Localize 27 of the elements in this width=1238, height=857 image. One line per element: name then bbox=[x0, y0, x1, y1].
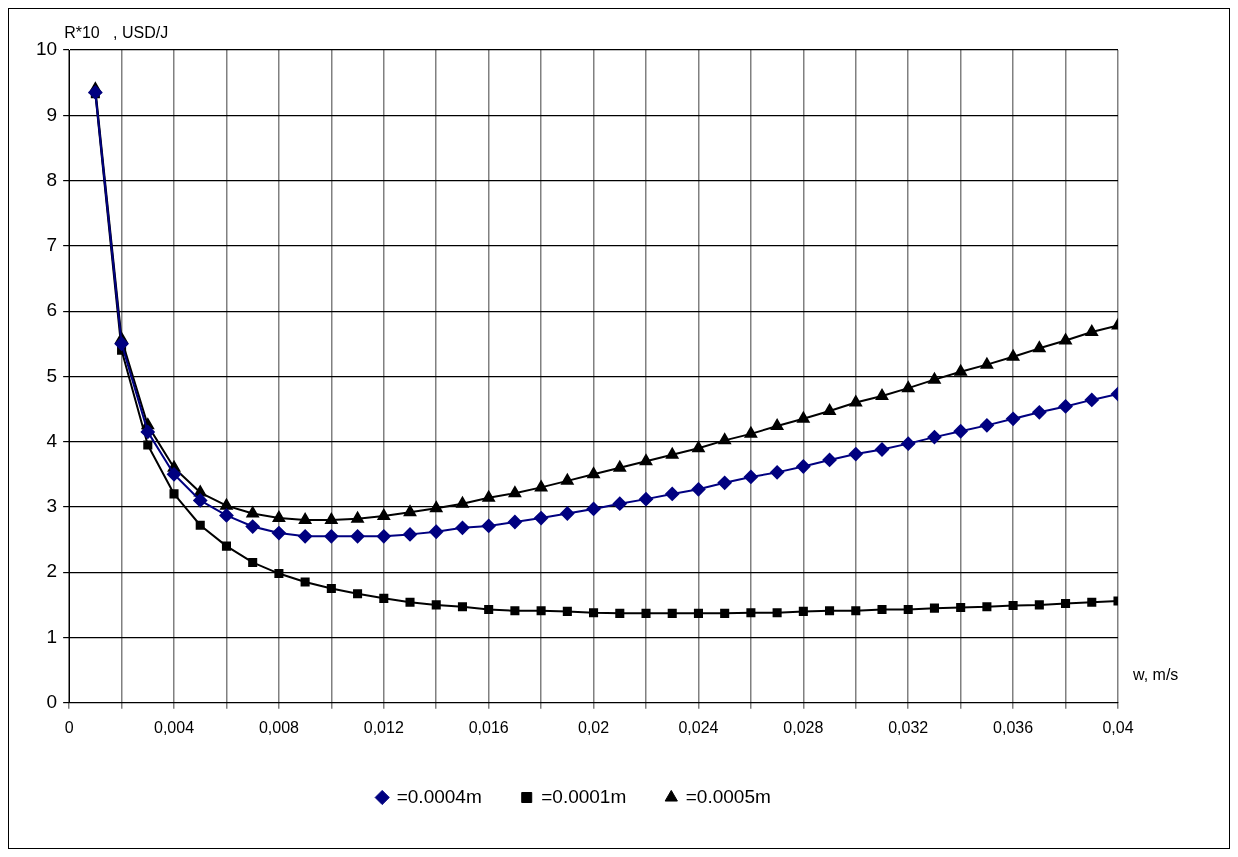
x-axis-title: w, m/s bbox=[1132, 665, 1179, 683]
x-tick-label: 0,02 bbox=[578, 718, 610, 736]
x-tick-label: 0,04 bbox=[1102, 718, 1134, 736]
legend-label: =0.0005m bbox=[685, 785, 771, 807]
y-tick-label: 2 bbox=[46, 560, 58, 582]
x-tick-label: 0,028 bbox=[783, 718, 824, 736]
x-tick-label: 0 bbox=[64, 718, 74, 736]
y-tick-label: 5 bbox=[46, 364, 58, 386]
legend-label: =0.0001m bbox=[541, 785, 627, 807]
x-tick-label: 0,004 bbox=[154, 718, 195, 736]
y-tick-label: 7 bbox=[46, 234, 58, 256]
y-tick-label: 4 bbox=[46, 429, 58, 451]
y-tick-label: 10 bbox=[35, 38, 58, 60]
x-tick-label: 0,012 bbox=[363, 718, 404, 736]
y-tick-label: 9 bbox=[46, 103, 58, 125]
x-tick-label: 0,008 bbox=[258, 718, 300, 736]
y-tick-label: 1 bbox=[46, 625, 58, 647]
y-tick-label: 6 bbox=[46, 299, 58, 321]
x-tick-label: 0,016 bbox=[468, 718, 509, 736]
x-tick-label: 0,032 bbox=[888, 718, 929, 736]
y-tick-label: 3 bbox=[46, 495, 58, 517]
x-tick-label: 0,024 bbox=[678, 718, 719, 736]
y-tick-label: 8 bbox=[46, 168, 58, 190]
legend-label: =0.0004m bbox=[396, 785, 482, 807]
y-axis-title: R*10 , USD/J bbox=[64, 24, 169, 41]
y-tick-label: 0 bbox=[46, 691, 58, 713]
x-tick-label: 0,036 bbox=[993, 718, 1034, 736]
